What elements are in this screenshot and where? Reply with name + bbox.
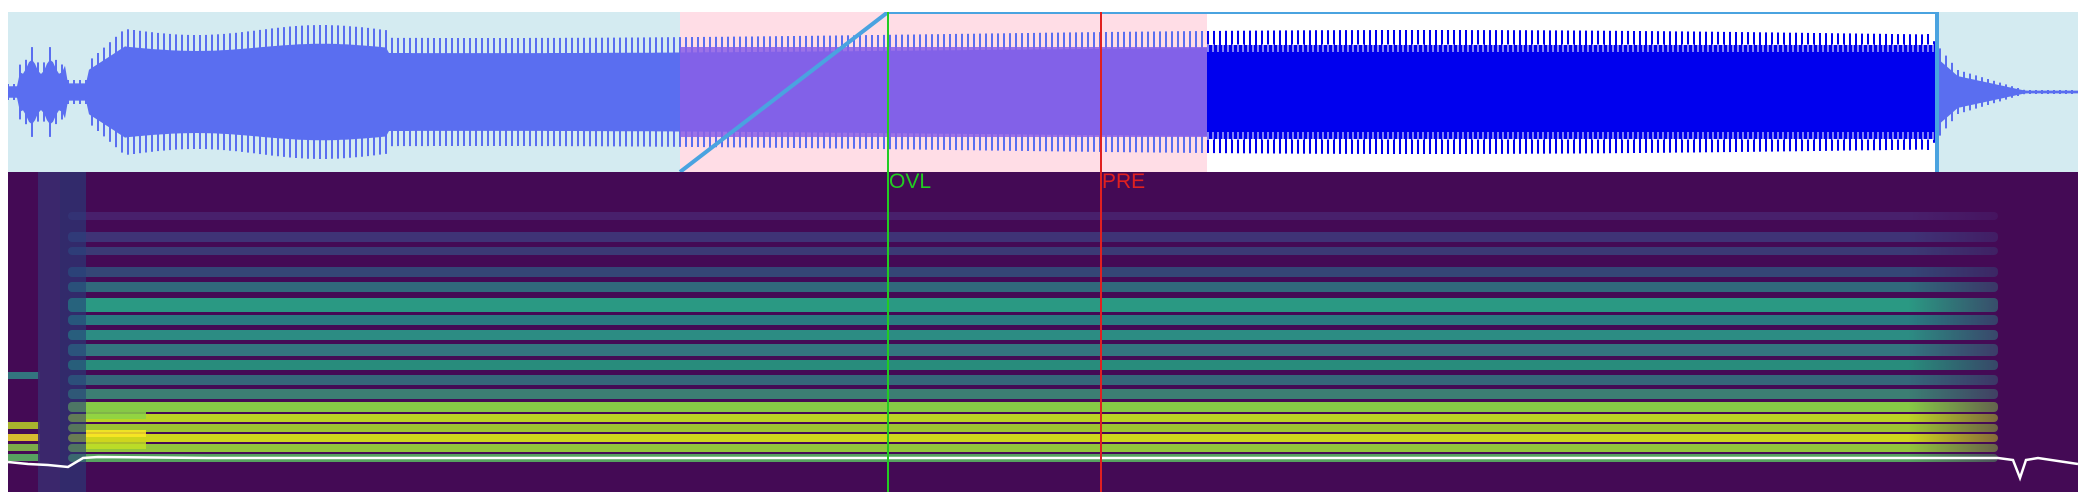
spectrogram [8,172,2078,492]
waveform [8,25,2078,159]
waveform-panel[interactable] [8,12,2078,172]
selected-waveform [1207,45,1937,139]
spectrogram-bands [8,212,1998,462]
preutterance-marker-label: PRE [1102,170,1146,193]
overlap-marker[interactable] [887,12,889,492]
waveform-view[interactable] [8,12,2078,172]
pitch-curve [8,455,2078,482]
preutterance-marker[interactable] [1100,12,1102,492]
envelope-line[interactable] [678,12,1939,172]
spectrogram-panel [8,172,2078,492]
overlap-marker-label: OVL [889,170,932,193]
